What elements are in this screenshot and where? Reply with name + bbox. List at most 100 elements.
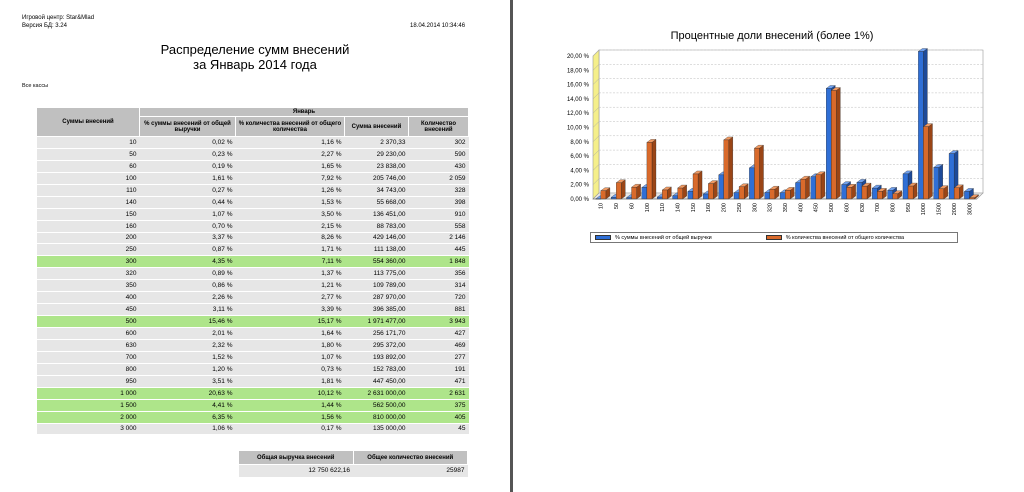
cell-pct-count: 10,12 % (235, 387, 345, 400)
x-tick-label: 60 (629, 203, 635, 209)
cell-amount: 1 500 (36, 399, 140, 412)
x-tick-label: 200 (722, 203, 728, 212)
table-row: 700 1,52 % 1,07 % 193 892,00 277 (36, 351, 469, 364)
cell-pct-revenue: 1,07 % (139, 208, 236, 221)
x-tick-label: 450 (814, 203, 820, 212)
cell-pct-revenue: 0,23 % (139, 148, 236, 161)
cell-pct-count: 1,16 % (235, 136, 345, 149)
report-title-line2: за Январь 2014 года (193, 57, 317, 72)
legend-swatch-revenue (595, 235, 611, 240)
table-row: 2 000 6,35 % 1,56 % 810 000,00 405 (36, 411, 469, 424)
x-tick-label: 320 (768, 203, 774, 212)
cell-pct-count: 1,21 % (235, 279, 345, 293)
cell-amount: 140 (36, 196, 140, 209)
cell-pct-count: 2,27 % (235, 148, 345, 161)
bar-pct-revenue (718, 174, 724, 200)
col-header-pct-count: % количества внесений от общего количест… (235, 116, 345, 137)
cell-count: 2 146 (408, 232, 469, 245)
cell-count: 45 (408, 423, 469, 436)
y-tick-label: 18,00 % (567, 68, 590, 74)
bar-pct-revenue (841, 184, 847, 200)
bar-side (928, 123, 933, 200)
x-tick-label: 3000 (967, 203, 973, 215)
report-title-line1: Распределение сумм внесений (160, 42, 350, 57)
cell-sum: 135 000,00 (344, 423, 409, 436)
y-tick-label: 14,00 % (567, 97, 590, 103)
bar-pct-count (677, 187, 683, 200)
game-center-label: Игровой центр: Star&Mlad (22, 15, 95, 21)
cell-pct-count: 1,64 % (235, 327, 345, 340)
cell-pct-revenue: 1,61 % (139, 172, 236, 185)
cell-count: 430 (408, 160, 469, 173)
bar-pct-count (631, 187, 637, 200)
cell-pct-revenue: 20,63 % (139, 387, 236, 400)
table-row: 950 3,51 % 1,81 % 447 450,00 471 (36, 375, 469, 388)
cell-count: 471 (408, 375, 469, 388)
y-tick-label: 4,00 % (570, 168, 589, 174)
cell-pct-count: 0,73 % (235, 363, 345, 376)
cell-amount: 250 (36, 243, 140, 257)
cell-pct-count: 1,71 % (235, 243, 345, 257)
cell-pct-count: 15,17 % (235, 315, 345, 328)
x-tick-label: 600 (844, 203, 850, 212)
x-tick-label: 100 (645, 203, 651, 212)
table-row: 1 000 20,63 % 10,12 % 2 631 000,00 2 631 (36, 387, 469, 400)
y-tick-label: 8,00 % (570, 140, 589, 146)
legend-item-revenue: % суммы внесений от общей выручки (595, 235, 712, 241)
bar-side (697, 170, 703, 200)
bar-side (805, 175, 810, 200)
bar-pct-count (831, 90, 837, 200)
cell-pct-revenue: 0,27 % (139, 184, 236, 197)
x-tick-label: 630 (860, 203, 866, 212)
cell-count: 445 (408, 243, 469, 257)
bar-pct-count (861, 185, 868, 200)
cell-pct-revenue: 1,52 % (139, 351, 236, 364)
cell-count: 191 (408, 363, 469, 376)
table-row: 630 2,32 % 1,80 % 295 372,00 469 (36, 339, 469, 352)
gridline-depth (592, 92, 600, 100)
bar-pct-revenue (826, 88, 832, 200)
table-row: 3 000 1,06 % 0,17 % 135 000,00 45 (36, 423, 469, 436)
cell-pct-revenue: 3,51 % (139, 375, 236, 388)
cell-sum: 55 668,00 (344, 196, 409, 209)
total-count-header: Общее количество внесений (352, 450, 468, 465)
cell-amount: 630 (36, 339, 140, 352)
x-tick-label: 250 (737, 203, 743, 212)
scope-label: Все кассы (22, 83, 49, 89)
table-row: 160 0,70 % 2,15 % 88 783,00 558 (36, 220, 469, 233)
bar-pct-revenue (810, 176, 817, 200)
group-header-month: Январь (139, 107, 469, 117)
bar-pct-revenue (872, 187, 878, 200)
table-row: 350 0,86 % 1,21 % 109 789,00 314 (36, 279, 469, 293)
y-tick-label: 10,00 % (567, 126, 590, 132)
bar-pct-revenue (948, 153, 955, 200)
cell-pct-revenue: 2,01 % (139, 327, 236, 340)
cell-amount: 150 (36, 208, 140, 221)
bar-chart: 0,00 % 2,00 % 4,00 % 6,00 % 8,00 % 10,00 % 12,… (567, 48, 984, 215)
cell-amount: 950 (36, 375, 140, 388)
x-tick-label: 950 (906, 203, 912, 212)
x-tick-label: 800 (891, 203, 897, 212)
cell-amount: 300 (36, 255, 140, 269)
totals-table: Общая выручка внесений Общее количество … (238, 450, 468, 477)
y-tick-label: 20,00 % (567, 54, 590, 60)
cell-pct-revenue: 2,26 % (139, 291, 236, 305)
table-row: 150 1,07 % 3,50 % 136 451,00 910 (36, 208, 469, 221)
bar-pct-count (692, 173, 699, 200)
table-row: 450 3,11 % 3,39 % 396 385,00 881 (36, 303, 469, 317)
x-tick-label: 110 (660, 203, 666, 212)
cell-sum: 447 450,00 (344, 375, 409, 388)
pane-divider[interactable] (510, 0, 513, 492)
cell-sum: 111 138,00 (344, 243, 409, 257)
bar-pct-count (846, 187, 852, 200)
y-tick-label: 12,00 % (567, 111, 590, 117)
bar-side (820, 171, 826, 200)
cell-sum: 113 775,00 (344, 267, 409, 281)
cell-amount: 60 (36, 160, 140, 173)
cell-pct-count: 2,15 % (235, 220, 345, 233)
gridline-depth (592, 178, 600, 185)
table-body: 10 0,02 % 1,16 % 2 370,33 302 50 0,23 % 2,27 % 2… (36, 136, 469, 436)
cell-pct-count: 1,53 % (235, 196, 345, 209)
chart-legend: % суммы внесений от общей выручки % коли… (590, 232, 958, 243)
cell-sum: 554 360,00 (344, 255, 409, 269)
